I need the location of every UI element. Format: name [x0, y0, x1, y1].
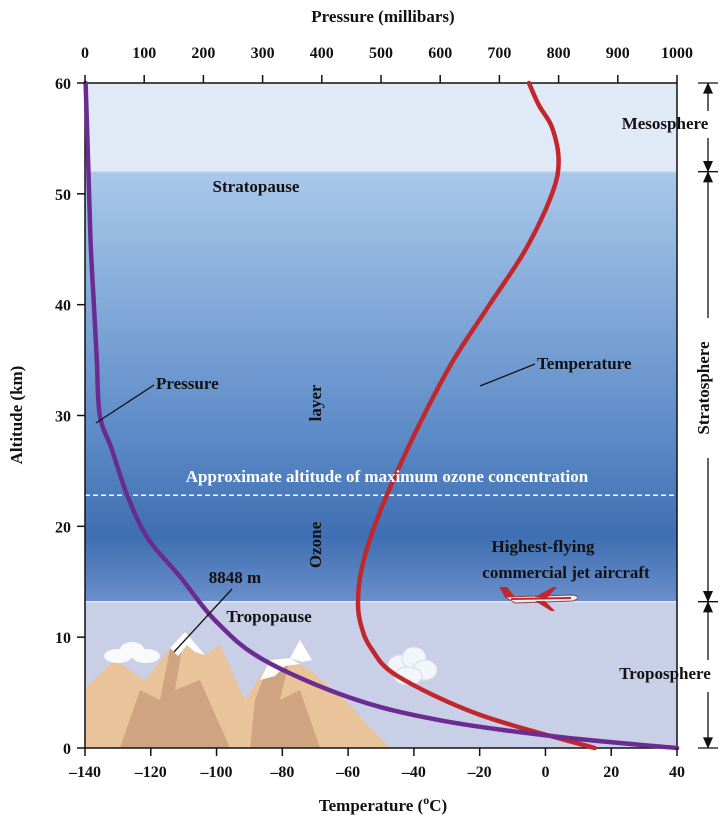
everest-label: 8848 m	[209, 568, 261, 587]
top-tick-label: 200	[191, 45, 215, 62]
top-tick-label: 900	[606, 45, 630, 62]
top-tick-label: 400	[310, 45, 334, 62]
x-axis-temperature: –140 –120 –100 –80 –60 –40 –20 0 20 40	[68, 748, 685, 781]
x-tick-label: 20	[603, 764, 619, 781]
y-tick-label: 50	[55, 187, 71, 204]
pressure-curve-label: Pressure	[156, 374, 219, 393]
stratosphere-band	[85, 171, 677, 602]
top-tick-label: 600	[428, 45, 452, 62]
x-tick-label: 40	[669, 764, 685, 781]
bracket-arrow	[702, 161, 714, 173]
top-tick-label: 800	[547, 45, 571, 62]
everest-leader-line	[173, 588, 233, 653]
x-tick-label: –100	[200, 764, 233, 781]
tropopause-label: Tropopause	[226, 607, 312, 626]
x-axis-pressure: 0 100 200 300 400 500 600 700 800 900 1000	[81, 45, 693, 83]
y-tick-label: 10	[55, 630, 71, 647]
jet-label-line2: commercial jet aircraft	[482, 563, 650, 582]
bracket-arrow	[702, 737, 714, 749]
top-tick-label: 100	[132, 45, 156, 62]
mesosphere-label: Mesosphere	[622, 114, 709, 133]
cloud-icon-left	[104, 642, 160, 663]
top-axis-title: Pressure (millibars)	[311, 7, 454, 26]
mountains-illustration	[85, 632, 390, 748]
temperature-curve-label: Temperature	[537, 354, 632, 373]
top-tick-label: 1000	[661, 45, 693, 62]
layer-word-label: layer	[306, 384, 325, 421]
stratosphere-label: Stratosphere	[694, 341, 713, 435]
x-tick-label: 0	[541, 764, 549, 781]
bottom-axis-title: Temperature (oC)	[319, 793, 447, 815]
temperature-leader-line	[479, 363, 536, 387]
bracket-arrow	[702, 591, 714, 603]
cloud-icon-right	[387, 646, 438, 686]
bracket-arrow	[702, 82, 714, 94]
top-tick-label: 0	[81, 45, 89, 62]
series-line-pressure	[83, 80, 680, 751]
ozone-word-label: Ozone	[306, 521, 325, 568]
y-tick-label: 20	[55, 519, 71, 536]
x-tick-label: –140	[68, 764, 101, 781]
left-axis-title: Altitude (km)	[7, 366, 26, 465]
troposphere-label: Troposphere	[619, 664, 711, 683]
layer-brackets	[698, 82, 718, 749]
pressure-leader-line	[95, 384, 155, 424]
x-tick-label: –60	[335, 764, 360, 781]
jet-label-line1: Highest-flying	[492, 537, 595, 556]
top-tick-label: 700	[487, 45, 511, 62]
y-axis-altitude: 0 10 20 30 40 50 60	[55, 76, 85, 758]
layer-backgrounds	[85, 83, 677, 748]
y-tick-label: 60	[55, 76, 71, 93]
mesosphere-band	[85, 83, 677, 172]
y-tick-label: 0	[63, 741, 71, 758]
x-tick-label: –80	[269, 764, 294, 781]
bracket-arrow	[702, 171, 714, 183]
stratopause-label: Stratopause	[213, 177, 300, 196]
top-tick-label: 300	[251, 45, 275, 62]
series-line-temperature	[355, 80, 598, 751]
jet-aircraft-icon	[499, 587, 579, 611]
top-tick-label: 500	[369, 45, 393, 62]
y-tick-label: 30	[55, 409, 71, 426]
bracket-arrow	[702, 601, 714, 613]
y-tick-label: 40	[55, 298, 71, 315]
x-tick-label: –20	[467, 764, 492, 781]
x-tick-label: –40	[401, 764, 426, 781]
ozone-max-label: Approximate altitude of maximum ozone co…	[186, 467, 589, 486]
x-tick-label: –120	[134, 764, 167, 781]
